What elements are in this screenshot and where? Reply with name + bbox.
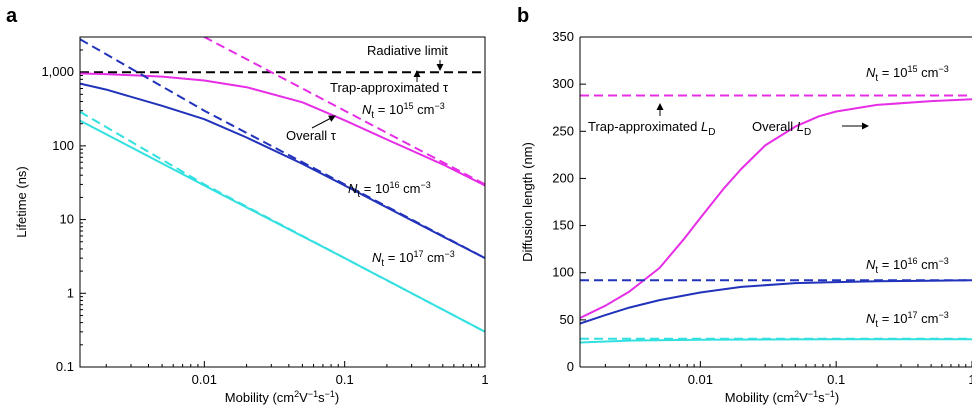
y-tick-label: 0.1 [56, 359, 74, 374]
annotation-nt-1e16-a: Nt = 1016 cm−3 [348, 180, 431, 200]
panel-b-series [580, 94, 972, 344]
annotation-radiative-limit: Radiative limit [367, 43, 448, 58]
panel-a-axes-frame [79, 36, 486, 368]
y-tick-label: 350 [552, 29, 574, 44]
y-tick-label: 0 [567, 359, 574, 374]
series-t15 [80, 72, 485, 187]
x-tick-label: 0.01 [688, 372, 713, 387]
y-tick-label: 300 [552, 76, 574, 91]
y-tick-label: 10 [60, 212, 74, 227]
y-tick-label: 100 [52, 138, 74, 153]
annotation-trap-tau: Trap-approximated τ [330, 80, 449, 95]
panel-b-xlabel: Mobility (cm2V−1s−1) [725, 389, 839, 405]
y-tick-label: 1,000 [41, 64, 74, 79]
series-t17 [80, 119, 485, 333]
annotation-overall-ld: Overall LD [752, 119, 811, 138]
x-tick-label: 1 [481, 372, 488, 387]
x-tick-label: 0.1 [827, 372, 845, 387]
annotation-nt-1e17-b: Nt = 1017 cm−3 [866, 310, 949, 330]
panel-a-ylabel: Lifetime (ns) [14, 166, 29, 238]
y-tick-label: 100 [552, 265, 574, 280]
series-t15_dash [202, 37, 485, 186]
x-tick-label: 0.1 [336, 372, 354, 387]
overall-tau-arrow [311, 115, 336, 129]
x-tick-label: 1 [968, 372, 972, 387]
panel-b-ticks: 0.01 0.1 1 0 50 100 150 200 250 300 350 [552, 29, 972, 387]
y-tick-label: 50 [560, 312, 574, 327]
panel-a-xlabel: Mobility (cm2V−1s−1) [225, 389, 339, 405]
series-d16 [580, 279, 972, 325]
y-tick-label: 200 [552, 170, 574, 185]
x-tick-label: 0.01 [192, 372, 217, 387]
annotation-trap-ld: Trap-approximated LD [588, 119, 715, 138]
annotation-overall-tau: Overall τ [286, 128, 337, 143]
panel-b-diffusion-chart: 0.01 0.1 1 0 50 100 150 200 250 300 350 Mobility (… [520, 29, 972, 405]
annotation-nt-1e17-a: Nt = 1017 cm−3 [372, 249, 455, 269]
y-tick-label: 1 [67, 285, 74, 300]
series-d17 [580, 338, 972, 344]
annotation-nt-1e15-b: Nt = 1015 cm−3 [866, 64, 949, 84]
series-d15 [580, 98, 972, 319]
panel-b-ylabel: Diffusion length (nm) [520, 142, 535, 262]
panel-a-lifetime-chart: 0.01 0.1 1 0.1 1 10 100 1,000 Mobility (cm2V−1s… [14, 36, 489, 405]
y-tick-label: 150 [552, 218, 574, 233]
annotation-nt-1e16-b: Nt = 1016 cm−3 [866, 256, 949, 276]
y-tick-label: 250 [552, 123, 574, 138]
panel-a-label: a [6, 5, 18, 27]
annotation-nt-1e15-a: Nt = 1015 cm−3 [362, 101, 445, 121]
series-t16 [80, 82, 485, 259]
panel-b-label: b [517, 5, 529, 27]
